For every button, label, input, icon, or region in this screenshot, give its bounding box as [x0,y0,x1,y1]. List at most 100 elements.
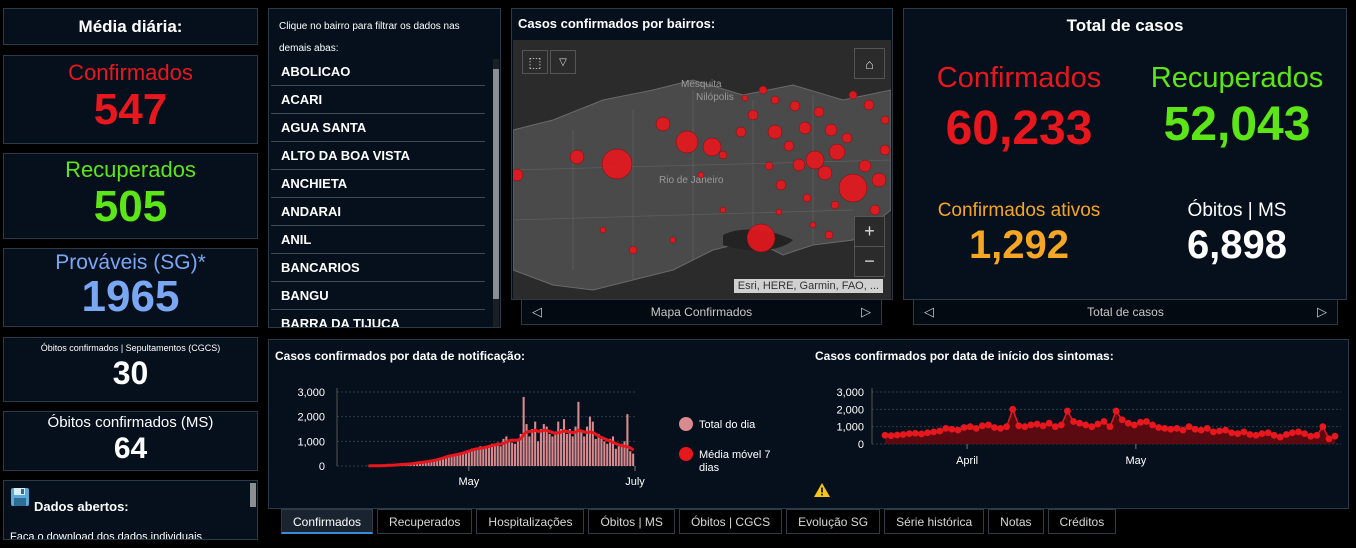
data-point[interactable] [991,424,998,431]
bar[interactable] [485,446,488,466]
data-point[interactable] [1252,431,1260,439]
bar[interactable] [560,429,563,466]
data-point[interactable] [1021,423,1029,431]
bar[interactable] [499,446,502,466]
data-point[interactable] [984,421,992,429]
tab-serie-historica[interactable]: Série histórica [884,509,985,534]
data-point[interactable] [1051,423,1059,431]
bar[interactable] [597,433,600,466]
data-point[interactable] [881,431,889,439]
chevron-right-icon[interactable]: ▷ [1317,304,1327,319]
data-point[interactable] [1149,421,1156,429]
bar[interactable] [614,448,617,466]
chevron-down-icon[interactable]: ▽ [550,50,576,74]
map-case-bubble[interactable] [669,236,677,244]
data-point[interactable] [1094,420,1102,428]
bar[interactable] [580,431,583,466]
map-case-bubble[interactable] [817,165,833,181]
bar[interactable] [430,460,433,466]
map-case-bubble[interactable] [830,200,840,210]
data-point[interactable] [948,425,956,433]
bar[interactable] [450,455,453,466]
bar[interactable] [623,441,626,466]
neighborhood-item[interactable]: ABOLICAO [271,58,485,86]
bar[interactable] [519,433,522,466]
data-point[interactable] [1216,427,1223,435]
data-point[interactable] [1057,421,1065,429]
map-case-bubble[interactable] [775,179,787,191]
bar[interactable] [511,442,514,466]
bar[interactable] [493,445,496,466]
neighborhood-item[interactable]: BANGU [271,282,485,310]
bar[interactable] [626,414,629,466]
bar[interactable] [534,421,537,466]
data-point[interactable] [1070,418,1077,425]
data-point[interactable] [972,425,980,432]
map-case-bubble[interactable] [770,95,780,105]
data-point[interactable] [997,425,1004,432]
data-point[interactable] [1045,419,1053,427]
bar[interactable] [609,438,612,466]
data-point[interactable] [1209,428,1217,436]
bar[interactable] [574,426,577,466]
data-point[interactable] [1240,428,1248,436]
neighborhood-item[interactable]: ANDARAI [271,198,485,226]
map-case-bubble[interactable] [719,206,727,214]
scrollbar-thumb[interactable] [493,69,499,299]
bar[interactable] [433,459,436,466]
data-point[interactable] [1155,424,1163,431]
data-point[interactable] [942,425,950,432]
map-case-bubble[interactable] [848,90,858,100]
bar[interactable] [606,443,609,466]
open-data-text[interactable]: Faça o download dos dados individuais [10,531,203,540]
data-point[interactable] [1161,425,1169,432]
home-icon[interactable]: ⌂ [854,48,885,79]
data-point[interactable] [960,424,968,431]
bar[interactable] [479,446,482,466]
tab-obitos-ms[interactable]: Óbitos | MS [588,509,675,534]
map-case-bubble[interactable] [747,109,759,121]
data-point[interactable] [893,431,901,439]
data-point[interactable] [1246,431,1254,438]
bar[interactable] [427,461,430,466]
map-case-bubble[interactable] [767,124,783,140]
map-case-bubble[interactable] [718,150,728,160]
data-point[interactable] [954,426,962,434]
chevron-left-icon[interactable]: ◁ [924,304,934,319]
map-canvas[interactable]: Mesquita Nilópolis Rio de Janeiro [512,40,892,299]
map-case-bubble[interactable] [871,172,887,188]
bar[interactable] [632,453,635,466]
neighborhood-item[interactable]: ANIL [271,226,485,254]
notification-chart[interactable]: 3,000 2,000 1,000 0 May July Total do dia Méd… [269,370,809,500]
data-point[interactable] [1082,421,1090,429]
data-point[interactable] [930,428,938,436]
data-point[interactable] [1191,425,1199,433]
map-case-bubble[interactable] [809,221,817,229]
data-point[interactable] [1064,407,1071,415]
bar[interactable] [456,453,459,466]
bar[interactable] [516,441,519,466]
map-case-bubble[interactable] [735,126,747,138]
bar[interactable] [594,438,597,466]
data-point[interactable] [1234,430,1242,437]
bar[interactable] [528,436,531,466]
bar[interactable] [467,449,470,466]
bar[interactable] [513,443,517,466]
data-point[interactable] [1118,416,1126,424]
bar[interactable] [542,424,545,466]
select-tool-icon[interactable]: ⬚ [522,50,548,74]
map-case-bubble[interactable] [879,144,891,156]
data-point[interactable] [905,430,913,437]
data-point[interactable] [1228,429,1236,437]
data-point[interactable] [1197,426,1205,434]
neighborhood-item[interactable]: ALTO DA BOA VISTA [271,142,485,170]
data-point[interactable] [1143,418,1150,425]
data-point[interactable] [1270,431,1278,439]
data-point[interactable] [1009,405,1017,413]
data-point[interactable] [1222,426,1229,434]
map-case-bubble[interactable] [838,173,868,203]
bar[interactable] [531,429,534,466]
symptoms-chart[interactable]: 3,000 2,000 1,000 0 April May [809,380,1349,470]
data-point[interactable] [1167,425,1175,433]
bar[interactable] [548,433,551,466]
